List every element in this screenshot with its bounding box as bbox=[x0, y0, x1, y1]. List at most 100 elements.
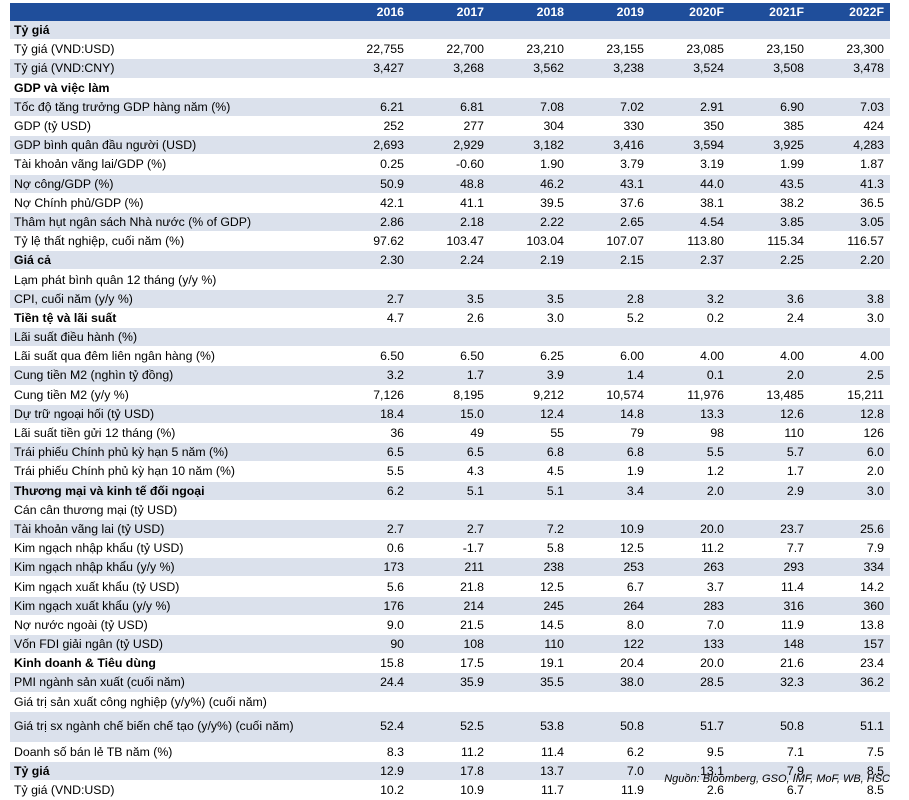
value-cell: 3.05 bbox=[810, 212, 890, 233]
value-cell: 6.5 bbox=[410, 442, 490, 463]
value-cell: 52.4 bbox=[330, 711, 410, 743]
value-cell: 36.5 bbox=[810, 193, 890, 213]
row-label: Lãi suất qua đêm liên ngân hàng (%) bbox=[10, 346, 330, 367]
value-cell: 3.85 bbox=[730, 212, 810, 233]
value-cell: 8.0 bbox=[570, 615, 650, 636]
value-cell: 2.6 bbox=[410, 308, 490, 329]
value-cell bbox=[730, 269, 810, 290]
value-cell bbox=[330, 692, 410, 712]
value-cell: 2.19 bbox=[490, 250, 570, 271]
header-year: 2022F bbox=[810, 3, 890, 21]
value-cell: 7,126 bbox=[330, 385, 410, 405]
table-row: Kim ngạch xuất khẩu (y/y %) 176 214 245 264 2… bbox=[10, 596, 890, 616]
value-cell: 43.1 bbox=[570, 174, 650, 194]
value-cell bbox=[570, 327, 650, 348]
value-cell: 304 bbox=[490, 116, 570, 137]
value-cell: 6.8 bbox=[490, 442, 570, 463]
value-cell: 385 bbox=[730, 116, 810, 137]
row-label: GDP (tỷ USD) bbox=[10, 116, 330, 137]
value-cell: 4.54 bbox=[650, 212, 730, 233]
source-note: Nguồn: Bloomberg, GSO, IMF, MoF, WB, HSC bbox=[664, 773, 890, 785]
value-cell: 211 bbox=[410, 557, 490, 578]
value-cell: 25.6 bbox=[810, 519, 890, 540]
table-row: Tốc độ tăng trưởng GDP hàng năm (%) 6.21 6… bbox=[10, 97, 890, 117]
value-cell: 42.1 bbox=[330, 193, 410, 213]
table-row: CPI, cuối năm (y/y %) 2.7 3.5 3.5 2.8 3.2 3.6 3… bbox=[10, 289, 890, 309]
row-label: GDP bình quân đầu người (USD) bbox=[10, 135, 330, 156]
table-row: Doanh số bán lẻ TB năm (%) 8.3 11.2 11.4 6.2… bbox=[10, 742, 890, 762]
value-cell: 7.9 bbox=[810, 538, 890, 559]
value-cell: 3.0 bbox=[490, 308, 570, 329]
value-cell: 110 bbox=[490, 634, 570, 655]
value-cell: 18.4 bbox=[330, 404, 410, 424]
table-body: Tỷ giá Tỷ giá (VND:USD) 22,755 22,700 23,210… bbox=[10, 21, 890, 800]
table-row: Tỷ giá (VND:CNY) 3,427 3,268 3,562 3,238 3,52… bbox=[10, 58, 890, 79]
value-cell: 360 bbox=[810, 596, 890, 616]
value-cell: 53.8 bbox=[490, 711, 570, 743]
value-cell: 4.00 bbox=[810, 346, 890, 367]
value-cell: 6.21 bbox=[330, 97, 410, 117]
value-cell: 3,478 bbox=[810, 58, 890, 79]
row-label: Tỷ giá (VND:USD) bbox=[10, 780, 330, 800]
row-label: Doanh số bán lẻ TB năm (%) bbox=[10, 742, 330, 762]
table-row: Kim ngạch nhập khẩu (y/y %) 173 211 238 253 2… bbox=[10, 557, 890, 578]
section-label: Tỷ giá bbox=[10, 761, 330, 782]
value-cell: 17.5 bbox=[410, 653, 490, 674]
value-cell: 3.8 bbox=[810, 289, 890, 309]
value-cell bbox=[410, 500, 490, 520]
section-row: Giá cả 2.30 2.24 2.19 2.15 2.37 2.25 2.20 bbox=[10, 250, 890, 271]
value-cell: 6.50 bbox=[330, 346, 410, 367]
row-label: Kim ngạch xuất khẩu (y/y %) bbox=[10, 596, 330, 616]
value-cell: 22,700 bbox=[410, 39, 490, 60]
value-cell: 20.0 bbox=[650, 653, 730, 674]
value-cell: 49 bbox=[410, 423, 490, 444]
value-cell: 12.9 bbox=[330, 761, 410, 782]
table-row: Kim ngạch nhập khẩu (tỷ USD) 0.6 -1.7 5.8 12… bbox=[10, 538, 890, 559]
row-label: Trái phiếu Chính phủ kỳ hạn 10 năm (%) bbox=[10, 461, 330, 482]
value-cell: 293 bbox=[730, 557, 810, 578]
value-cell: 263 bbox=[650, 557, 730, 578]
value-cell: 13.3 bbox=[650, 404, 730, 424]
value-cell bbox=[410, 21, 490, 41]
table-row: Lãi suất điều hành (%) bbox=[10, 327, 890, 348]
value-cell bbox=[330, 327, 410, 348]
value-cell bbox=[490, 692, 570, 712]
value-cell: 13,485 bbox=[730, 385, 810, 405]
section-label: Giá cả bbox=[10, 250, 330, 271]
value-cell: 79 bbox=[570, 423, 650, 444]
section-label: Kinh doanh & Tiêu dùng bbox=[10, 653, 330, 674]
value-cell: 14.2 bbox=[810, 576, 890, 597]
value-cell: 20.4 bbox=[570, 653, 650, 674]
table-row: Tỷ lệ thất nghiệp, cuối năm (%) 97.62 103.… bbox=[10, 231, 890, 252]
value-cell: 7.5 bbox=[810, 742, 890, 762]
value-cell: 3,562 bbox=[490, 58, 570, 79]
value-cell: 23,155 bbox=[570, 39, 650, 60]
value-cell: 1.7 bbox=[410, 365, 490, 386]
table-row: Tỷ giá (VND:USD) 22,755 22,700 23,210 23,155… bbox=[10, 39, 890, 60]
value-cell: 0.2 bbox=[650, 308, 730, 329]
table-row: Giá trị sản xuất công nghiệp (y/y%) (cuố… bbox=[10, 692, 890, 712]
table-row: Cán cân thương mại (tỷ USD) bbox=[10, 500, 890, 520]
value-cell: 10.9 bbox=[570, 519, 650, 540]
value-cell: 6.0 bbox=[810, 442, 890, 463]
value-cell: 9.5 bbox=[650, 742, 730, 762]
value-cell: 12.8 bbox=[810, 404, 890, 424]
value-cell: 52.5 bbox=[410, 711, 490, 743]
value-cell: 12.6 bbox=[730, 404, 810, 424]
section-row: Tiền tệ và lãi suất 4.7 2.6 3.0 5.2 0.2 2.4 3.0 bbox=[10, 308, 890, 329]
value-cell: 38.1 bbox=[650, 193, 730, 213]
header-year: 2019 bbox=[570, 3, 650, 21]
value-cell: 5.5 bbox=[650, 442, 730, 463]
value-cell: 10,574 bbox=[570, 385, 650, 405]
value-cell bbox=[570, 500, 650, 520]
table-row: Cung tiền M2 (nghìn tỷ đồng) 3.2 1.7 3.9 1.4… bbox=[10, 365, 890, 386]
header-year: 2017 bbox=[410, 3, 490, 21]
table-header-row: 2016 2017 2018 2019 2020F 2021F 2022F bbox=[10, 3, 890, 21]
value-cell bbox=[410, 692, 490, 712]
value-cell bbox=[650, 269, 730, 290]
value-cell: 3.5 bbox=[490, 289, 570, 309]
value-cell: 17.8 bbox=[410, 761, 490, 782]
value-cell: 38.2 bbox=[730, 193, 810, 213]
value-cell: 15,211 bbox=[810, 385, 890, 405]
value-cell: 22,755 bbox=[330, 39, 410, 60]
